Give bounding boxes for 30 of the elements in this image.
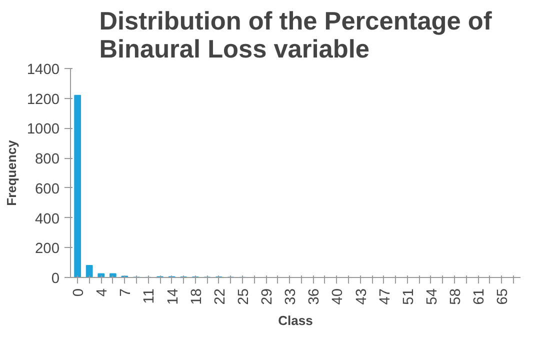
x-tick-label: 47	[377, 288, 394, 305]
x-tick-label: 29	[260, 288, 276, 305]
y-tick-label: 400	[35, 211, 60, 228]
chart-title: Distribution of the Percentage of Binaural Loss variable	[99, 8, 492, 64]
x-tick-label: 33	[283, 288, 300, 305]
x-tick-label: 25	[236, 288, 252, 305]
x-tick-label: 7	[118, 288, 134, 297]
x-axis-title: Class	[278, 312, 313, 328]
x-tick-label: 43	[354, 288, 370, 305]
y-tick-label: 1000	[26, 122, 60, 138]
x-tick-label: 11	[142, 288, 158, 304]
x-tick-label: 36	[306, 288, 323, 305]
x-tick-label: 58	[448, 288, 464, 305]
x-tick-label: 40	[330, 288, 346, 305]
y-tick-label: 1200	[26, 92, 60, 108]
y-tick-label: 1400	[26, 62, 60, 78]
x-tick-label: 18	[188, 288, 205, 305]
x-tick-label: 4	[94, 288, 111, 297]
y-tick-label: 200	[35, 241, 60, 258]
y-axis-title: Frequency	[4, 139, 19, 206]
x-tick-label: 61	[472, 288, 488, 305]
x-tick-label: 51	[400, 288, 417, 305]
y-tick-label: 800	[35, 152, 60, 168]
x-tick-label: 54	[424, 288, 440, 305]
y-tick-label: 0	[51, 271, 60, 287]
x-tick-label: 22	[212, 288, 228, 305]
x-tick-label: 65	[495, 288, 512, 305]
x-tick-label: 14	[165, 288, 182, 305]
y-tick-label: 600	[35, 181, 60, 198]
x-tick-label: 0	[71, 288, 88, 297]
